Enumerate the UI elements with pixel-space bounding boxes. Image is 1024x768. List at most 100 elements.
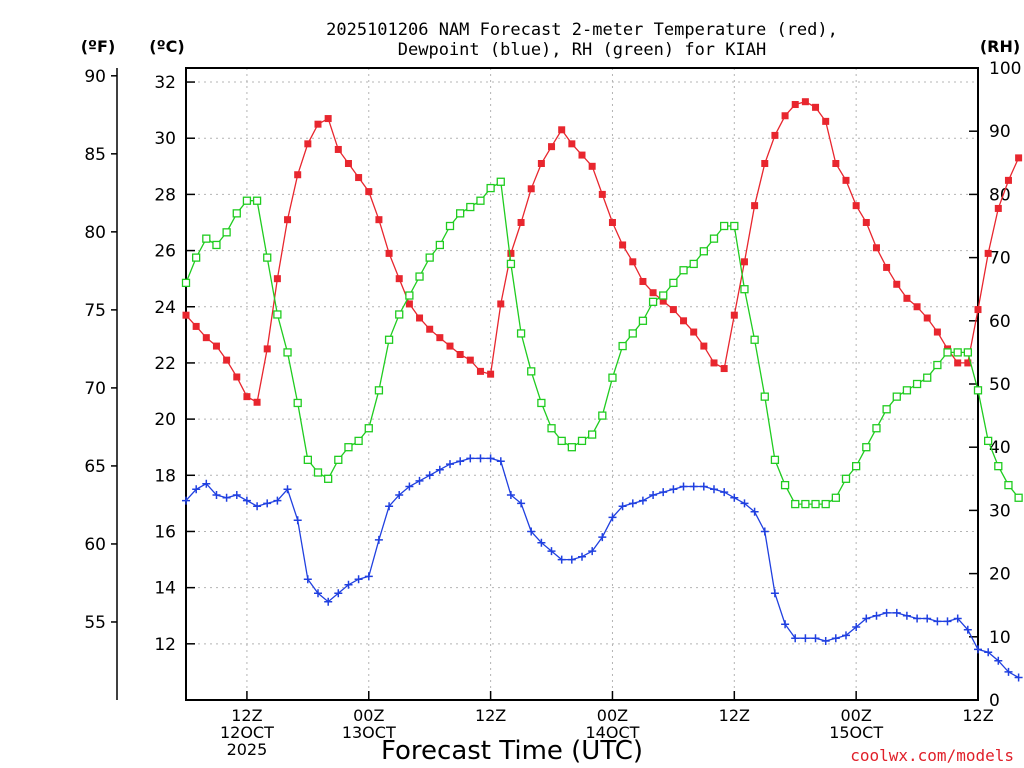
dewpoint-point: [273, 496, 282, 505]
temperature-point: [466, 356, 474, 364]
dewpoint-point: [689, 482, 698, 491]
temperature-point: [476, 367, 484, 375]
time-tick-label: 12Z: [475, 706, 506, 725]
rh-point: [435, 240, 444, 250]
temperature-point: [233, 373, 241, 381]
rh-point: [577, 436, 587, 446]
rh-point: [557, 436, 566, 446]
dewpoint-point: [344, 580, 353, 589]
rh-point: [293, 398, 302, 408]
rh-point: [486, 183, 495, 193]
rh-point: [953, 348, 962, 357]
dewpoint-point: [192, 485, 201, 494]
rh-point: [1004, 480, 1013, 490]
rh-point: [537, 398, 546, 408]
rh-point: [659, 291, 668, 300]
celsius-axis: 12 14 16 18 20 22 24 26 28 30 32: [154, 73, 195, 655]
rh-point: [689, 259, 698, 269]
temperature-point: [964, 359, 972, 367]
dewpoint-point: [557, 555, 566, 564]
rh-tick-label: 0: [989, 691, 1000, 711]
temperature-point: [304, 140, 312, 148]
temperature-point: [416, 314, 424, 322]
temperature-point: [568, 140, 576, 148]
rh-tick-label: 100: [989, 59, 1021, 79]
dewpoint-point: [943, 617, 952, 626]
dewpoint-point: [476, 454, 485, 463]
rh-point: [395, 310, 404, 319]
fahrenheit-tick-label: 60: [84, 535, 106, 555]
grid-lines: [186, 68, 979, 700]
fahrenheit-tick-label: 85: [84, 145, 106, 165]
rh-point: [811, 499, 820, 509]
temperature-point: [182, 311, 190, 319]
dewpoint-point: [456, 457, 465, 466]
rh-point: [780, 480, 790, 490]
temperature-point: [385, 249, 393, 257]
rh-point: [466, 202, 475, 212]
time-tick-label: 2025: [227, 740, 268, 759]
temperature-point: [1004, 176, 1012, 184]
celsius-tick-label: 22: [154, 354, 176, 374]
rh-point: [720, 221, 729, 231]
dewpoint-point: [567, 555, 576, 564]
dewpoint-point: [395, 491, 404, 499]
temperature-point: [294, 171, 302, 179]
temperature-point: [822, 117, 830, 125]
celsius-tick-label: 20: [154, 410, 176, 430]
rh-point: [598, 411, 607, 420]
temperature-point: [314, 120, 322, 128]
temperature-point: [1015, 154, 1023, 162]
rh-point: [709, 234, 719, 243]
rh-tick-label: 10: [989, 628, 1011, 648]
temperature-point: [619, 241, 627, 249]
rh-point: [608, 373, 617, 382]
dewpoint-point: [831, 634, 840, 643]
temperature-point: [842, 176, 850, 184]
dewpoint-point: [466, 454, 475, 463]
temperature-point: [649, 289, 657, 297]
rh-point: [252, 196, 262, 205]
dewpoint-point: [496, 457, 505, 466]
temperature-point: [608, 218, 616, 226]
dewpoint-point: [994, 656, 1003, 665]
rh-point: [984, 436, 993, 446]
temperature-point: [426, 325, 434, 333]
rh-point: [313, 468, 323, 477]
dewpoint-point: [283, 485, 292, 494]
dewpoint-point: [933, 617, 942, 626]
dewpoint-point: [212, 491, 221, 499]
temperature-point: [446, 342, 454, 350]
rh-point: [648, 297, 658, 306]
dewpoint-point: [770, 589, 779, 598]
temperature-point: [436, 334, 444, 342]
celsius-tick-label: 18: [154, 466, 176, 486]
dewpoint-point: [405, 482, 414, 491]
rh-tick-label: 40: [989, 438, 1011, 458]
dewpoint-point: [385, 502, 394, 511]
dewpoint-point: [974, 645, 982, 654]
rh-point: [882, 405, 891, 414]
dewpoint-point: [801, 634, 810, 643]
dewpoint-point: [506, 491, 515, 499]
rh-tick-label: 50: [989, 375, 1011, 395]
rh-point: [588, 430, 597, 439]
rh-point: [933, 360, 942, 370]
dewpoint-point: [588, 547, 597, 556]
fahrenheit-tick-label: 70: [84, 379, 106, 399]
rh-point: [405, 291, 414, 300]
temperature-point: [497, 300, 505, 308]
dewpoint-point: [303, 575, 312, 584]
temperature-point: [872, 244, 880, 252]
temperature-series: [182, 98, 1023, 406]
celsius-tick-label: 24: [154, 298, 176, 318]
rh-point: [384, 335, 394, 344]
temperature-point: [700, 342, 708, 350]
dewpoint-point: [527, 527, 536, 536]
dewpoint-point: [699, 482, 708, 491]
dewpoint-point: [852, 623, 861, 631]
temperature-point: [954, 359, 962, 367]
rh-point: [770, 455, 780, 464]
rh-point: [202, 234, 211, 243]
